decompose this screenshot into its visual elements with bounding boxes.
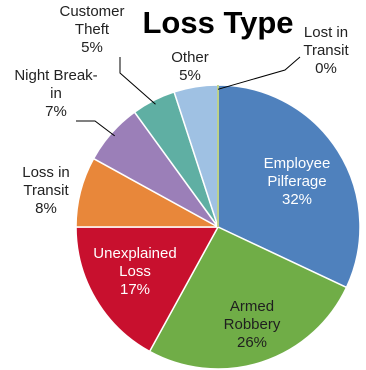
slice-name-armed-robbery: Armed xyxy=(230,298,274,315)
slice-labels: Employee Pilferage 32% Armed Robbery 26% Unexp… xyxy=(14,3,349,351)
slice-label-armed-robbery: Armed Robbery 26% xyxy=(224,298,281,351)
slice-label-lost-in-transit: Lost in Transit 0% xyxy=(303,24,349,77)
slice-name-customer-theft: Customer xyxy=(59,3,124,20)
leader-line-lost-in-transit xyxy=(217,56,301,90)
slice-label-loss-in-transit: Loss in Transit 8% xyxy=(22,164,70,217)
slice-value-night-break-in: 7% xyxy=(45,103,67,120)
slice-name-unexplained-loss: Loss xyxy=(119,263,151,280)
slice-name-other: Other xyxy=(171,49,209,66)
slice-name-employee-pilferage: Pilferage xyxy=(267,173,326,190)
slice-name-employee-pilferage: Employee xyxy=(264,155,331,172)
slice-label-other: Other 5% xyxy=(171,49,209,84)
slice-label-night-break-in: Night Break-in 7% xyxy=(14,67,97,120)
slice-name-unexplained-loss: Unexplained xyxy=(93,245,176,262)
slice-name-lost-in-transit: Transit xyxy=(303,42,349,59)
slice-label-employee-pilferage: Employee Pilferage 32% xyxy=(264,155,331,208)
slice-value-loss-in-transit: 8% xyxy=(35,200,57,217)
leader-line-night-break-in xyxy=(76,120,116,137)
slice-value-lost-in-transit: 0% xyxy=(315,60,337,77)
slice-name-loss-in-transit: Transit xyxy=(23,182,69,199)
leader-lines xyxy=(76,56,301,137)
slice-value-customer-theft: 5% xyxy=(81,39,103,56)
slice-name-customer-theft: Theft xyxy=(75,21,110,38)
leader-line-customer-theft xyxy=(119,57,156,105)
slice-label-customer-theft: Customer Theft 5% xyxy=(59,3,124,56)
slice-value-employee-pilferage: 32% xyxy=(282,191,312,208)
slice-name-armed-robbery: Robbery xyxy=(224,316,281,333)
slice-name-night-break-in: Night Break- xyxy=(14,67,97,84)
chart-title: Loss Type xyxy=(142,5,293,40)
slice-name-loss-in-transit: Loss in xyxy=(22,164,70,181)
pie-slices xyxy=(75,84,361,370)
slice-name-night-break-in: in xyxy=(50,85,62,102)
pie-slice-unexplained-loss xyxy=(75,226,220,353)
slice-value-armed-robbery: 26% xyxy=(237,334,267,351)
slice-name-lost-in-transit: Lost in xyxy=(304,24,348,41)
pie-slice-employee-pilferage xyxy=(217,84,361,289)
slice-value-unexplained-loss: 17% xyxy=(120,281,150,298)
slice-label-unexplained-loss: Unexplained Loss 17% xyxy=(93,245,176,298)
slice-value-other: 5% xyxy=(179,67,201,84)
